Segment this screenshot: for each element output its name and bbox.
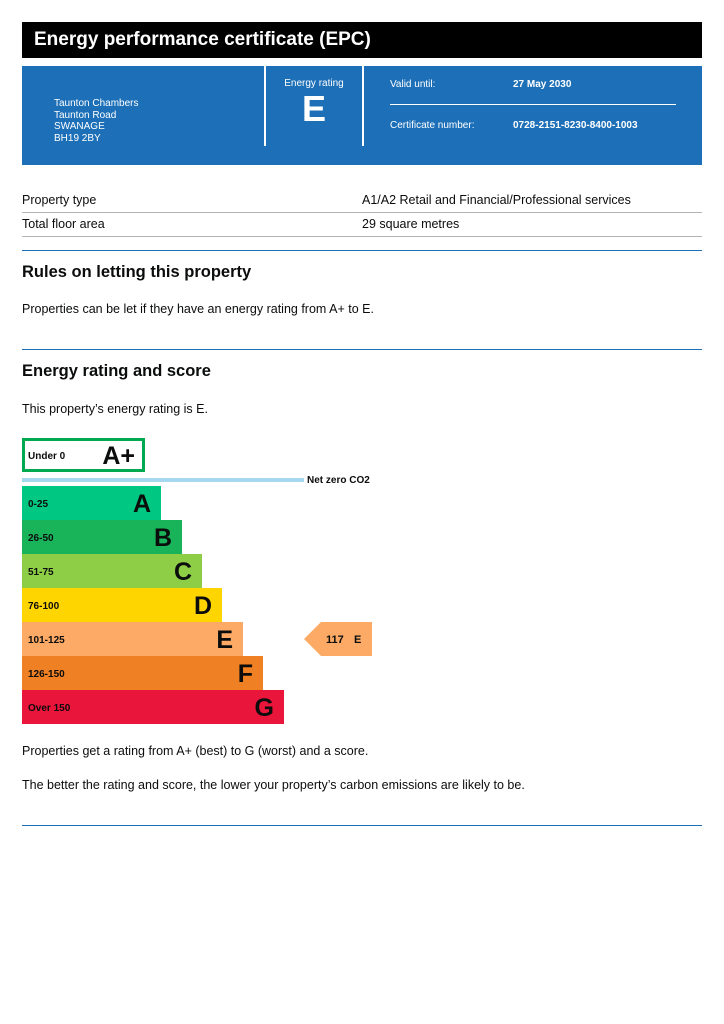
band-letter-label: A+: [102, 442, 135, 470]
letting-heading: Rules on letting this property: [22, 263, 252, 281]
band-range-label: 26-50: [28, 533, 54, 544]
band-letter-label: A: [133, 490, 151, 518]
address-line: BH19 2BY: [54, 132, 101, 144]
floor-area-value: 29 square metres: [362, 217, 460, 231]
divider: [264, 66, 266, 146]
rating-note-1: Properties get a rating from A+ (best) t…: [22, 744, 369, 758]
page-title: Energy performance certificate (EPC): [22, 22, 702, 58]
address-line: Taunton Road: [54, 109, 117, 121]
rating-intro: This property’s energy rating is E.: [22, 402, 208, 416]
current-rating-arrow: [304, 622, 372, 656]
current-score: 117: [326, 634, 344, 646]
valid-until-value: 27 May 2030: [513, 79, 572, 90]
band-range-label: 76-100: [28, 601, 60, 612]
property-type-label: Property type: [22, 193, 97, 207]
section-divider: [22, 250, 702, 251]
band-range-label: 0-25: [28, 499, 48, 510]
band-letter-label: C: [174, 558, 192, 586]
section-divider: [22, 349, 702, 350]
energy-rating-chart: Under 0 A+ 0-25 A 26-50 B 51-75 C 76-100 D 101-125…: [22, 438, 372, 724]
energy-rating-label: Energy rating: [284, 78, 344, 89]
floor-area-label: Total floor area: [22, 217, 105, 231]
band-c: [22, 554, 202, 588]
band-f: [22, 656, 263, 690]
certificate-number-label: Certificate number:: [390, 120, 475, 131]
band-b: [22, 520, 182, 554]
band-letter-label: D: [194, 592, 212, 620]
certificate-summary: Taunton Chambers Taunton Road SWANAGE BH…: [22, 66, 702, 165]
band-range-label: 51-75: [28, 567, 54, 578]
band-letter-label: G: [255, 694, 274, 722]
current-rating-letter: E: [354, 634, 361, 646]
property-type-value: A1/A2 Retail and Financial/Professional …: [362, 193, 631, 207]
energy-rating-letter: E: [301, 88, 326, 129]
net-zero-line: [22, 478, 304, 482]
energy-rating-box: Energy rating E: [266, 78, 362, 129]
rating-heading: Energy rating and score: [22, 362, 211, 380]
band-a: [22, 486, 161, 520]
certificate-number-value: 0728-2151-8230-8400-1003: [513, 120, 638, 131]
info-divider: [390, 104, 676, 105]
band-range-label: 101-125: [28, 635, 65, 646]
band-range-label: 126-150: [28, 669, 65, 680]
rating-note-2: The better the rating and score, the low…: [22, 778, 525, 792]
band-letter-label: F: [238, 660, 253, 688]
band-range-label: Over 150: [28, 703, 71, 714]
band-letter-label: B: [154, 524, 172, 552]
table-row: Property type A1/A2 Retail and Financial…: [22, 189, 702, 213]
band-letter-label: E: [216, 626, 233, 654]
valid-until-label: Valid until:: [390, 79, 436, 90]
band-range-label: Under 0: [28, 451, 66, 462]
section-divider: [22, 825, 702, 826]
address-line: SWANAGE: [54, 121, 105, 132]
band-a-plus: [22, 438, 145, 472]
band-d: [22, 588, 222, 622]
band-e: [22, 622, 243, 656]
address-line: Taunton Chambers: [54, 98, 139, 109]
property-address: Taunton Chambers Taunton Road SWANAGE BH…: [54, 98, 139, 144]
table-row: Total floor area 29 square metres: [22, 213, 702, 237]
band-g: [22, 690, 284, 724]
property-details: Property type A1/A2 Retail and Financial…: [22, 189, 702, 237]
letting-text: Properties can be let if they have an en…: [22, 302, 374, 316]
net-zero-label: Net zero CO2: [307, 475, 370, 486]
divider: [362, 66, 364, 146]
